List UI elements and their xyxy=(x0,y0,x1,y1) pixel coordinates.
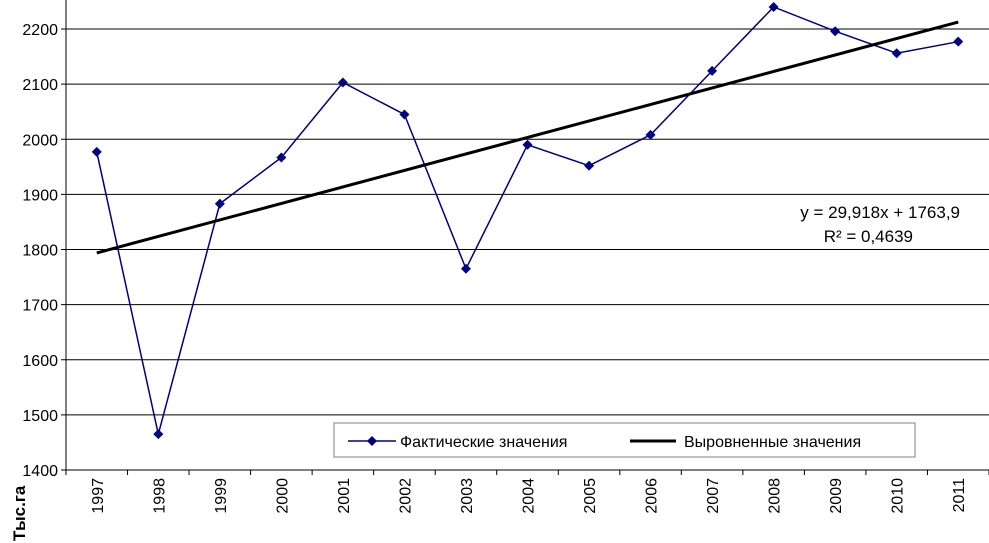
x-tick-label: 1998 xyxy=(151,478,168,514)
x-tick-label: 2003 xyxy=(459,478,476,514)
legend-actual-label: Фактические значения xyxy=(400,434,567,451)
series-trend xyxy=(96,20,959,255)
actual-point-marker xyxy=(399,109,410,120)
x-tick-label: 2007 xyxy=(705,478,722,514)
y-tick-label: 1900 xyxy=(22,187,58,204)
actual-point-marker xyxy=(153,429,164,440)
x-tick-label: 2004 xyxy=(521,478,538,514)
actual-point-marker xyxy=(276,152,287,163)
actual-point-marker xyxy=(645,129,656,140)
y-tick-label: 1700 xyxy=(22,298,58,315)
actual-point-marker xyxy=(214,198,225,209)
x-tick-label: 2002 xyxy=(397,478,414,514)
actual-point-marker xyxy=(460,263,471,274)
y-tick-label: 1600 xyxy=(22,353,58,370)
x-tick-label: 2001 xyxy=(336,478,353,514)
x-tick-label: 2008 xyxy=(767,478,784,514)
actual-point-marker xyxy=(91,146,102,157)
y-tick-label: 2000 xyxy=(22,132,58,149)
actual-point-marker xyxy=(707,65,718,76)
y-tick-label: 1800 xyxy=(22,243,58,260)
actual-point-marker xyxy=(768,1,779,12)
trend-line xyxy=(96,20,959,255)
x-tick-label: 2005 xyxy=(582,478,599,514)
y-axis-ticks: 1400 1500 1600 1700 1800 1900 2000 2100 2200 xyxy=(22,22,66,480)
actual-point-marker xyxy=(891,48,902,59)
legend-actual-marker xyxy=(367,436,377,446)
grid-lines xyxy=(66,28,989,416)
actual-point-marker xyxy=(337,77,348,88)
y-tick-label: 2200 xyxy=(22,22,58,39)
x-tick-label: 2000 xyxy=(274,478,291,514)
y-tick-label: 1400 xyxy=(22,463,58,480)
x-tick-label: 2011 xyxy=(951,478,968,513)
axes xyxy=(65,0,989,471)
x-tick-label: 1997 xyxy=(90,478,107,514)
actual-point-marker xyxy=(584,160,595,171)
x-tick-label: 2006 xyxy=(644,478,661,514)
x-tick-label: 2010 xyxy=(890,478,907,514)
y-axis-label: Тыс.га xyxy=(10,485,29,541)
legend: Фактические значения Выровненные значени… xyxy=(333,422,916,458)
actual-point-marker xyxy=(522,139,533,150)
x-tick-label: 2009 xyxy=(828,478,845,514)
trendline-r2: R² = 0,4639 xyxy=(824,227,913,246)
legend-trend-label: Выровненные значения xyxy=(684,434,861,451)
series-actual xyxy=(91,1,964,440)
x-axis-ticks: 1997 1998 1999 2000 2001 2002 2003 2004 2005 2006… xyxy=(65,470,989,514)
legend-box xyxy=(333,422,916,458)
y-tick-label: 1500 xyxy=(22,408,58,425)
x-tick-label: 1999 xyxy=(213,478,230,514)
actual-point-marker xyxy=(830,26,841,37)
trendline-equation: y = 29,918x + 1763,9 xyxy=(800,203,960,222)
actual-point-marker xyxy=(953,36,964,47)
y-tick-label: 2100 xyxy=(22,77,58,94)
